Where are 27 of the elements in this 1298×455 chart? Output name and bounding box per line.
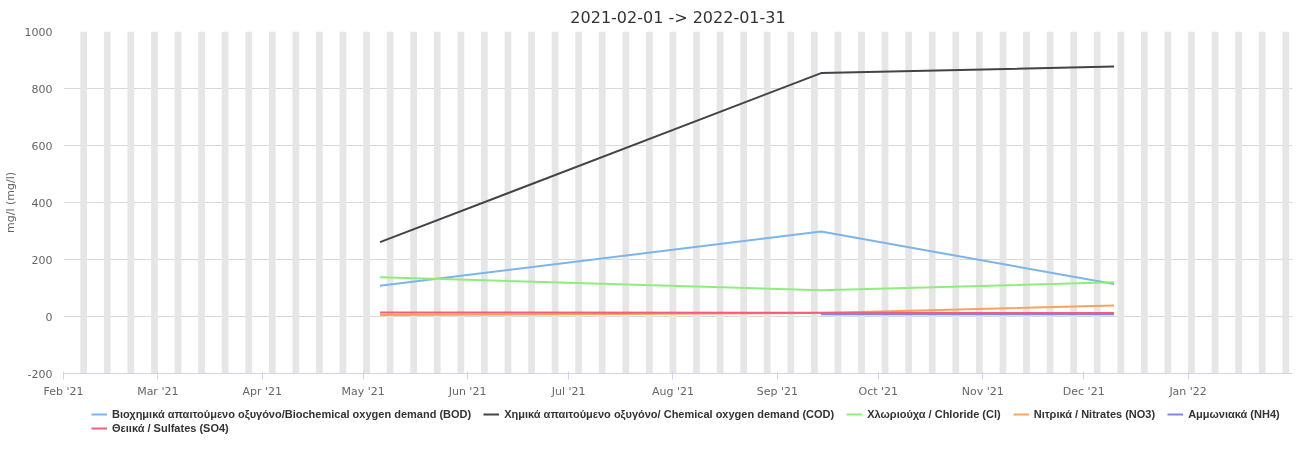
x-tick-label: Aug '21 [651,384,694,398]
x-tick-label: Oct '21 [858,384,899,398]
x-tick-label: Jan '22 [1168,384,1207,398]
legend-label: Χημικά απαιτούμενο οξυγόνο/ Chemical oxygen demand (COD) [504,408,835,420]
legend-label: Βιοχημικά απαιτούμενο οξυγόνο/Biochemical oxygen demand (BOD) [112,408,472,420]
x-tick-label: Nov '21 [961,384,1004,398]
x-tick-label: Feb '21 [43,384,84,398]
x-tick-label: May '21 [341,384,385,398]
y-axis-title: mg/l (mg/l) [3,172,17,233]
y-tick-label: 0 [45,310,53,324]
y-tick-label: 1000 [24,25,53,39]
x-tick-label: Dec '21 [1062,384,1105,398]
x-tick-label: Mar '21 [137,384,179,398]
y-tick-label: 800 [31,82,53,96]
x-tick-label: Jul '21 [550,384,586,398]
x-tick-label: Apr '21 [242,384,282,398]
legend-label: Νιτρικά / Nitrates (NO3) [1033,408,1156,420]
legend-label: Θειικά / Sulfates (SO4) [112,422,229,434]
x-tick-label: Sep '21 [756,384,798,398]
y-tick-label: 600 [31,139,53,153]
legend-label: Χλωριούχα / Chloride (Cl) [867,408,1001,420]
chart-title: 2021-02-01 -> 2022-01-31 [570,7,786,27]
y-tick-label: 400 [31,196,53,210]
y-tick-label: -200 [27,367,53,381]
y-tick-label: 200 [31,253,53,267]
x-tick-label: Jun '21 [447,384,487,398]
legend-label: Αμμωνιακά (NH4) [1188,408,1280,420]
